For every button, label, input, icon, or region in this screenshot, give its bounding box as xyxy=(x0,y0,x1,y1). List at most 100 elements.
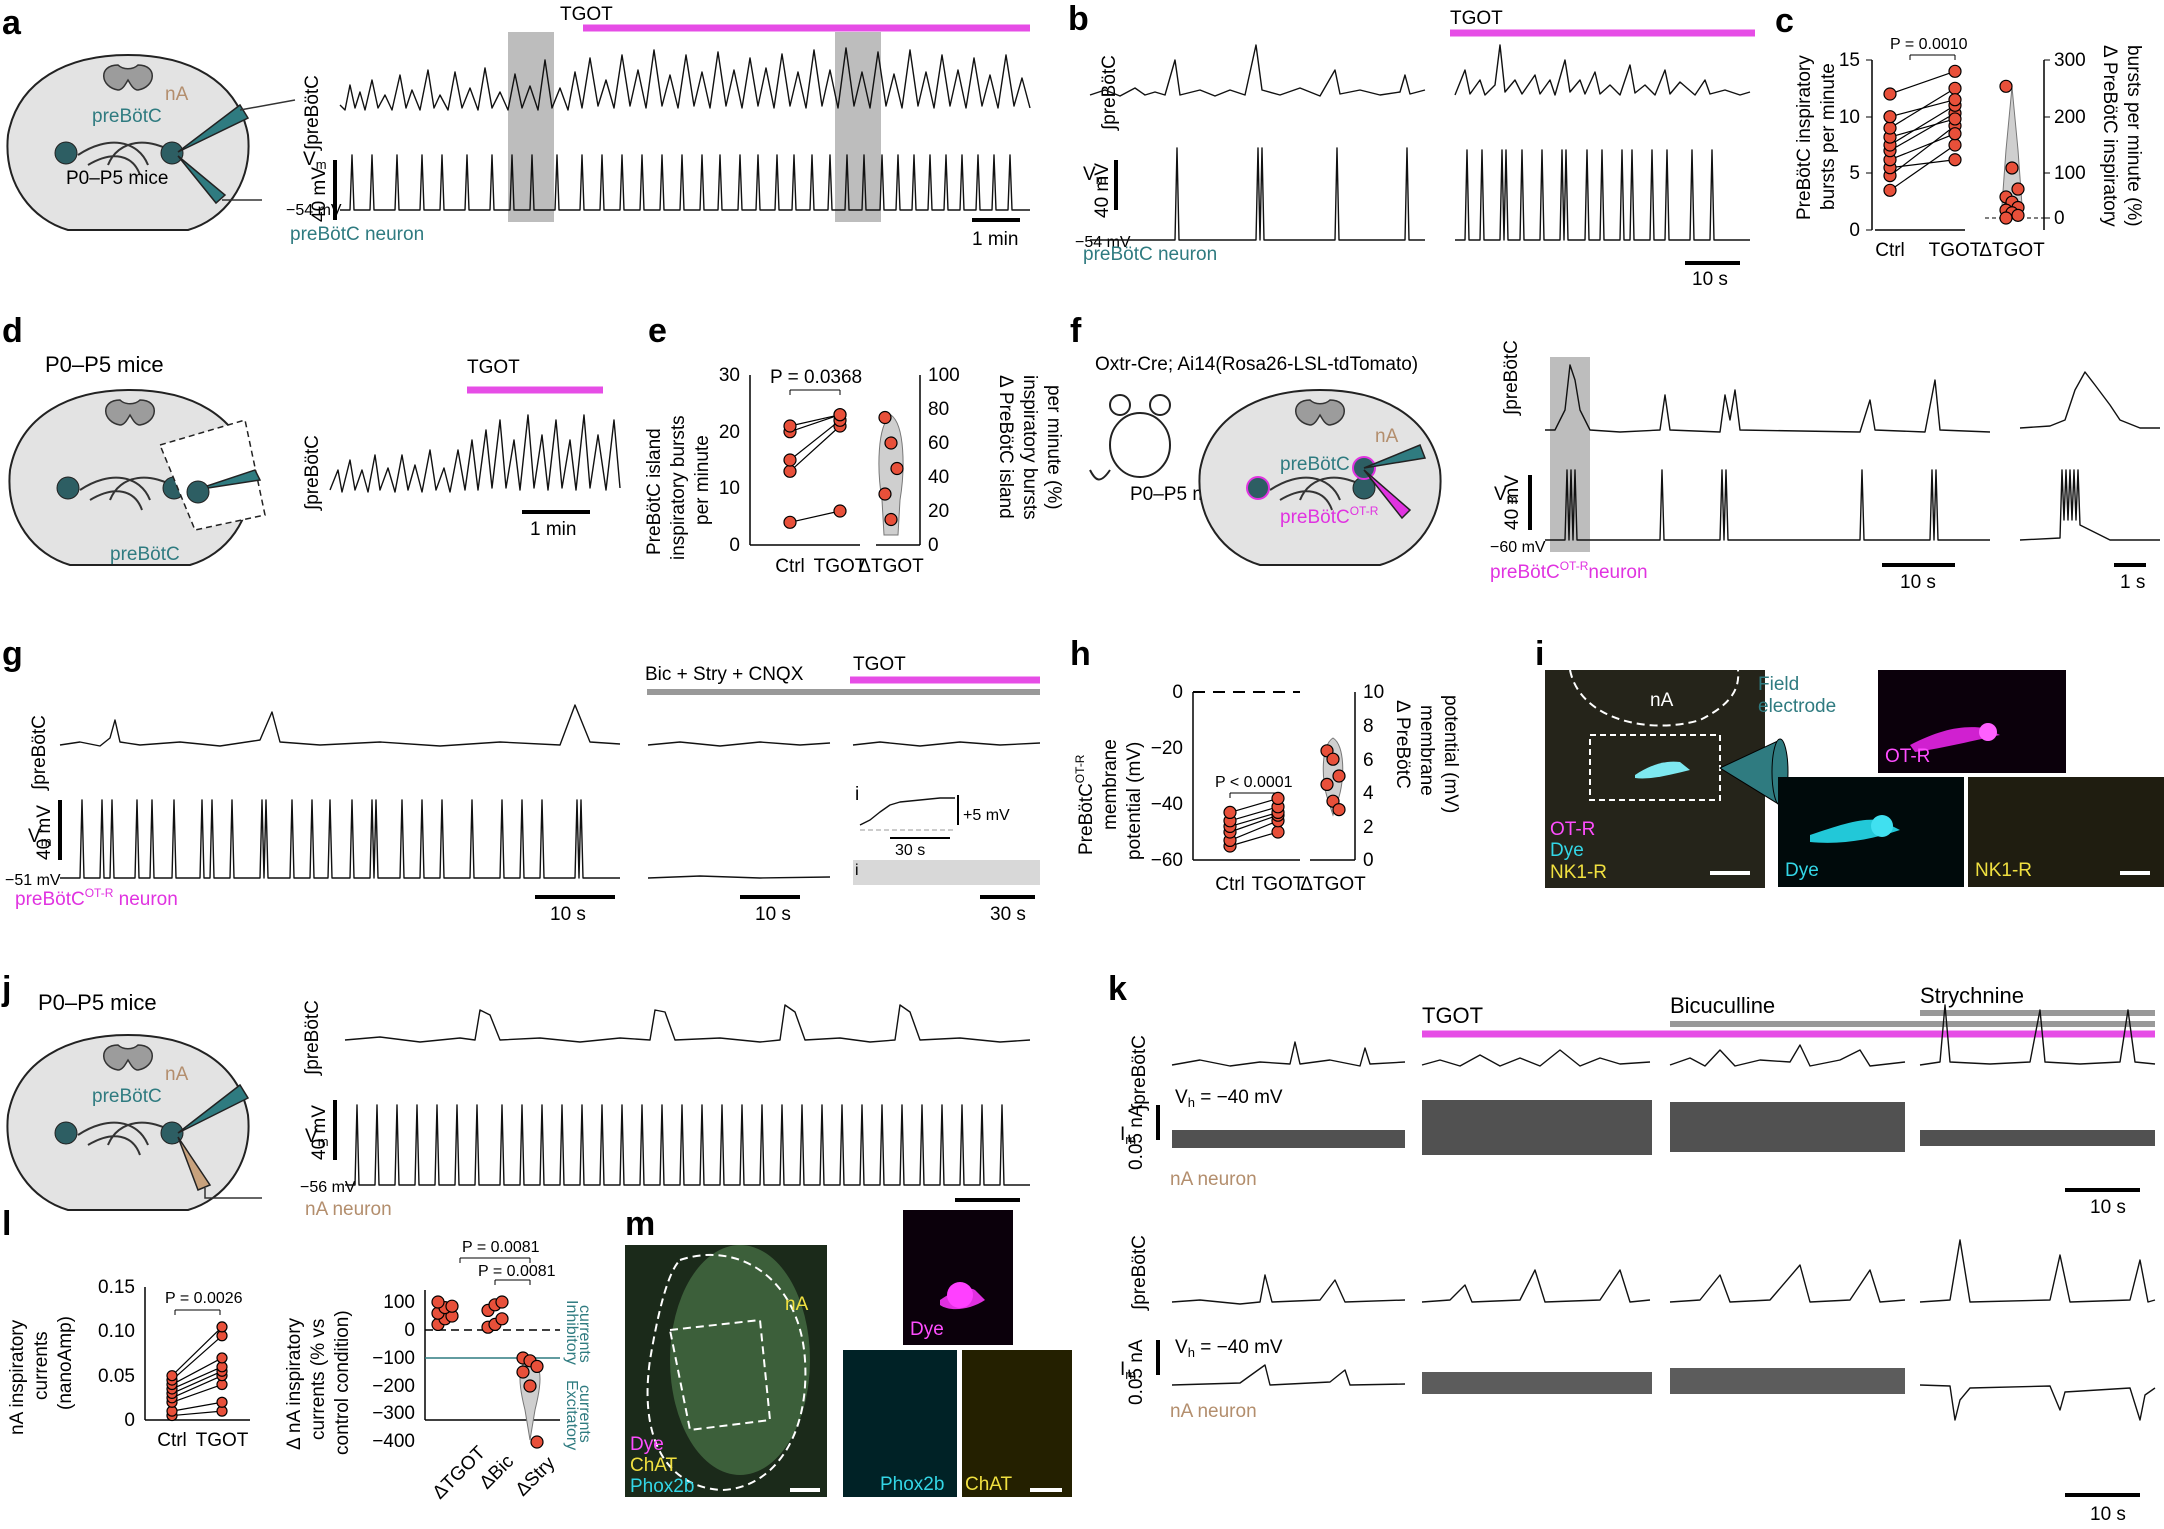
rest-g: −51 mV xyxy=(5,872,61,889)
c-ytick-0: 0 xyxy=(1849,220,1860,241)
vm-label-a: Vm xyxy=(303,149,327,172)
l2-ytick-100: 100 xyxy=(383,1292,415,1313)
panel-label-m: m xyxy=(625,1205,655,1243)
e-paired-dots xyxy=(783,408,847,529)
pair-line xyxy=(171,1326,223,1377)
data-point xyxy=(1223,805,1237,820)
trace-a-integ xyxy=(339,47,1031,111)
panel-a: a nA preBötC P0–P5 mice ∫preBötC Vm 40 m… xyxy=(2,4,1031,250)
e-ytick-r-20: 20 xyxy=(928,501,949,522)
h-ylabel-2: membrane xyxy=(1100,739,1121,830)
i-field-2: electrode xyxy=(1758,696,1836,717)
trace-g-integ-3 xyxy=(852,741,1041,747)
h-x-dtgot: ΔTGOT xyxy=(1300,874,1366,895)
delta-point xyxy=(2011,182,2025,196)
h-ytick-r-0: 0 xyxy=(1363,850,1374,871)
e-delta-dots xyxy=(878,410,904,527)
delta-point xyxy=(1999,211,2013,225)
vh-k-1: Vh = −40 mV xyxy=(1175,1087,1283,1110)
pair-line xyxy=(171,1335,223,1381)
h-ytick-0: 0 xyxy=(1172,682,1183,703)
c-paired-dots xyxy=(1883,64,1962,197)
m-dye-image-label: Dye xyxy=(910,1319,944,1340)
rest-b: −54 mV xyxy=(1075,234,1131,251)
delta-point xyxy=(1326,752,1340,766)
trace-k-integ-1 xyxy=(1171,1041,1406,1067)
panel-label-b: b xyxy=(1068,0,1089,38)
data-point xyxy=(783,419,797,433)
vm-label-g: Vm xyxy=(28,826,52,849)
rest-j: −56 mV xyxy=(300,1179,356,1196)
genotype-f: Oxtr-Cre; Ai14(Rosa26-LSL-tdTomato) xyxy=(1095,354,1418,375)
c-delta-dots xyxy=(1999,79,2025,225)
trace-f-integ xyxy=(1545,364,1991,433)
h-ytick-20: −20 xyxy=(1151,738,1183,759)
panel-label-l: l xyxy=(2,1205,11,1243)
data-point xyxy=(1948,127,1962,141)
rest-a: −54 mV xyxy=(286,202,342,219)
time-k-2: 10 s xyxy=(2090,1504,2126,1525)
e-x-dtgot: ΔTGOT xyxy=(858,556,924,577)
h-ytick-r-10: 10 xyxy=(1363,682,1384,703)
e-ytick-30: 30 xyxy=(719,365,740,386)
delta-point xyxy=(2011,208,2025,222)
l-pval1: P = 0.0026 xyxy=(165,1290,243,1307)
mice-label-a: P0–P5 mice xyxy=(66,168,168,189)
time-g1: 10 s xyxy=(550,904,586,925)
l-pval2: P = 0.0081 xyxy=(462,1239,540,1256)
panel-l: l nA inspiratory currents (nanoAmp) 0 0.… xyxy=(2,1205,593,1504)
trace-d xyxy=(329,414,621,493)
delta-point xyxy=(516,1365,530,1379)
e-x-ctrl: Ctrl xyxy=(775,556,805,577)
i-otr: OT-R xyxy=(1550,819,1595,840)
trace-f-zoom-integ xyxy=(2019,371,2160,429)
neuron-g: preBötCOT-R neuron xyxy=(15,886,178,910)
l2-ytick-m200: −200 xyxy=(372,1376,415,1397)
e-ytick-r-100: 100 xyxy=(928,365,960,386)
pair-line xyxy=(1889,125,1956,177)
delta-point xyxy=(530,1435,544,1449)
pair-line xyxy=(171,1357,223,1386)
l-ytick-010: 0.10 xyxy=(98,1321,135,1342)
e-left-ticks: 0 10 20 30 xyxy=(719,365,740,556)
vm-label-b: Vm xyxy=(1083,164,1107,187)
i-nk1r-image-label: NK1-R xyxy=(1975,860,2032,881)
prebotc-label-f: preBötC xyxy=(1280,454,1350,475)
vscale-b: 40 mV xyxy=(1092,163,1113,218)
delta-point xyxy=(1999,79,2013,93)
vscale-j: 40 mV xyxy=(309,1105,330,1160)
pair-line xyxy=(171,1370,223,1394)
neuron-a: preBötC neuron xyxy=(290,224,424,245)
data-point xyxy=(216,1352,228,1364)
m-dye: Dye xyxy=(630,1434,664,1455)
l-ytick-005: 0.05 xyxy=(98,1366,135,1387)
data-point xyxy=(1883,183,1897,197)
trace-g-integ-1 xyxy=(59,704,621,747)
delta-point xyxy=(2005,161,2019,175)
c-ylabel-2: bursts per minute xyxy=(1818,63,1839,210)
i-nk1r: NK1-R xyxy=(1550,862,1607,883)
data-point xyxy=(1948,153,1962,167)
i-field-1: Field xyxy=(1758,674,1799,695)
pair-line xyxy=(1889,144,1956,191)
data-point xyxy=(1271,791,1285,806)
data-point xyxy=(1948,81,1962,95)
h-x-tgot: TGOT xyxy=(1252,874,1305,895)
inset-i-box-g: i xyxy=(855,862,859,879)
data-point xyxy=(1883,110,1897,124)
inset-i-g: i xyxy=(855,784,859,805)
h-ylabel-1: PreBötCOT-R xyxy=(1073,754,1097,855)
pair-line xyxy=(1229,820,1279,841)
data-point xyxy=(783,453,797,467)
c-ylabel-right-2: bursts per minute (%) xyxy=(2123,45,2144,227)
e-ylabel-2: inspiratory bursts xyxy=(668,415,689,560)
c-left-ticks: 0 5 10 15 xyxy=(1839,50,1872,241)
integ-label-j: ∫preBötC xyxy=(302,1000,323,1076)
panel-label-a: a xyxy=(2,4,22,42)
l2-ytick-0: 0 xyxy=(404,1320,415,1341)
time-a: 1 min xyxy=(972,229,1018,250)
i-image-merged xyxy=(1545,670,1765,888)
e-ytick-r-60: 60 xyxy=(928,433,949,454)
e-ytick-r-40: 40 xyxy=(928,467,949,488)
